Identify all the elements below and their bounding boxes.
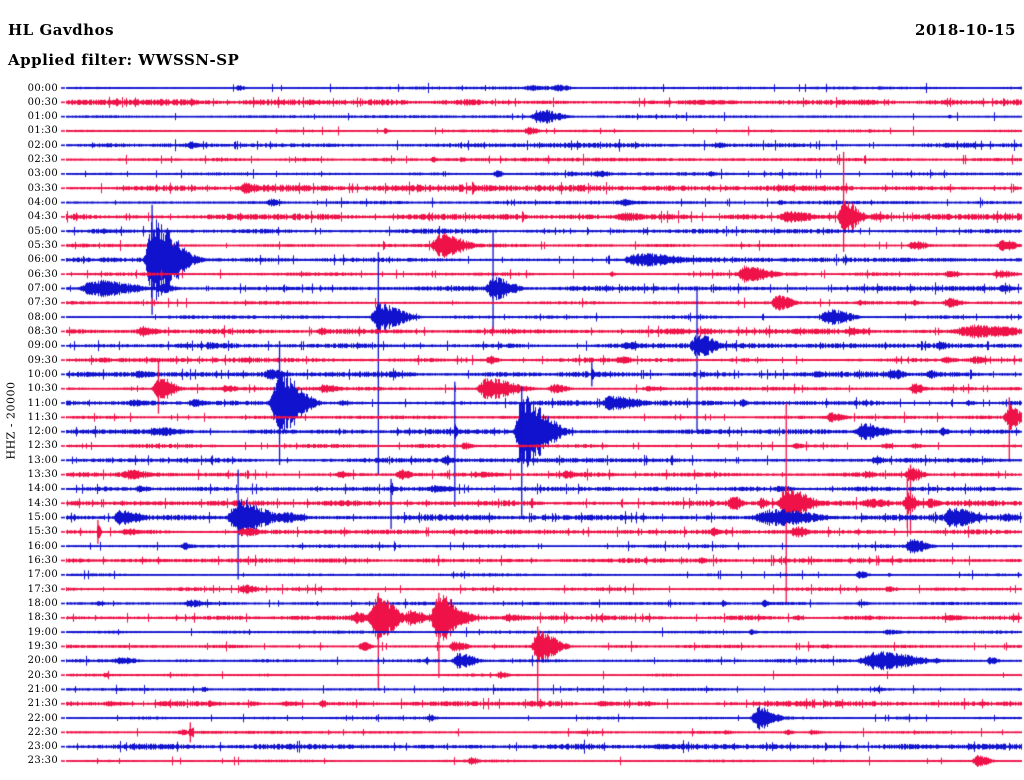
time-label: 15:00 bbox=[27, 512, 58, 524]
time-label: 08:30 bbox=[27, 325, 58, 337]
time-label: 06:30 bbox=[27, 268, 58, 280]
time-label: 07:30 bbox=[27, 297, 58, 309]
time-label: 19:30 bbox=[27, 640, 58, 652]
time-label: 17:00 bbox=[27, 569, 58, 581]
time-label: 13:00 bbox=[27, 454, 58, 466]
time-label: 09:00 bbox=[27, 340, 58, 352]
time-label: 04:30 bbox=[27, 211, 58, 223]
time-label: 12:30 bbox=[27, 440, 58, 452]
time-label: 11:00 bbox=[27, 397, 58, 409]
time-label: 18:00 bbox=[27, 597, 58, 609]
time-label: 08:00 bbox=[27, 311, 58, 323]
time-label: 13:30 bbox=[27, 469, 58, 481]
time-label: 00:00 bbox=[27, 82, 58, 94]
time-label: 11:30 bbox=[27, 411, 58, 423]
time-label: 02:30 bbox=[27, 154, 58, 166]
time-label: 03:00 bbox=[27, 168, 58, 180]
time-label: 20:00 bbox=[27, 655, 58, 667]
time-label: 21:00 bbox=[27, 683, 58, 695]
plot-date: 2018-10-15 bbox=[915, 21, 1016, 39]
time-label: 06:00 bbox=[27, 254, 58, 266]
applied-filter-label: Applied filter: WWSSN-SP bbox=[8, 51, 240, 69]
time-label: 23:30 bbox=[27, 755, 58, 767]
time-label: 19:00 bbox=[27, 626, 58, 638]
time-label: 12:00 bbox=[27, 426, 58, 438]
time-label: 10:00 bbox=[27, 368, 58, 380]
time-label: 14:00 bbox=[27, 483, 58, 495]
time-label: 23:00 bbox=[27, 741, 58, 753]
time-label: 16:30 bbox=[27, 555, 58, 567]
time-label: 22:00 bbox=[27, 712, 58, 724]
time-label: 01:00 bbox=[27, 111, 58, 123]
time-label: 10:30 bbox=[27, 383, 58, 395]
time-label: 03:30 bbox=[27, 182, 58, 194]
time-label: 05:00 bbox=[27, 225, 58, 237]
time-label: 14:30 bbox=[27, 497, 58, 509]
time-label: 04:00 bbox=[27, 197, 58, 209]
time-label: 09:30 bbox=[27, 354, 58, 366]
time-label: 15:30 bbox=[27, 526, 58, 538]
time-label: 07:00 bbox=[27, 282, 58, 294]
time-label: 21:30 bbox=[27, 698, 58, 710]
time-label: 17:30 bbox=[27, 583, 58, 595]
station-title: HL Gavdhos bbox=[8, 21, 115, 39]
time-label: 16:00 bbox=[27, 540, 58, 552]
time-label: 02:00 bbox=[27, 139, 58, 151]
time-label: 20:30 bbox=[27, 669, 58, 681]
time-label: 18:30 bbox=[27, 612, 58, 624]
time-label: 22:30 bbox=[27, 726, 58, 738]
time-label: 01:30 bbox=[27, 125, 58, 137]
time-label: 00:30 bbox=[27, 96, 58, 108]
time-label: 05:30 bbox=[27, 240, 58, 251]
